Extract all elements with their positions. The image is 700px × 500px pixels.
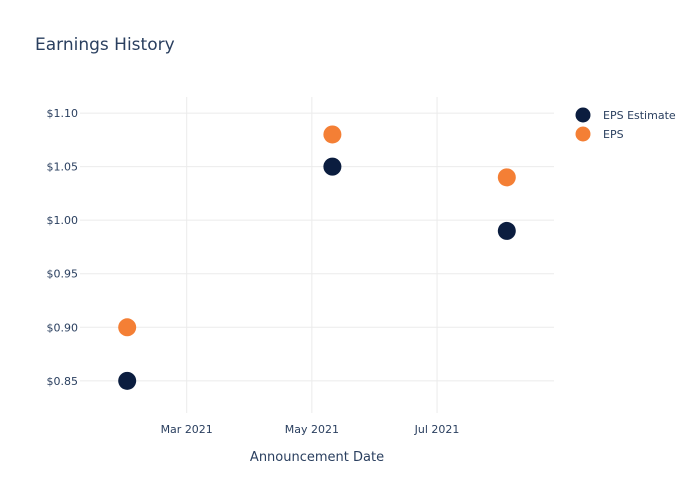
legend-marker bbox=[575, 107, 591, 123]
chart-title: Earnings History bbox=[35, 35, 175, 55]
x-tick-label: May 2021 bbox=[285, 423, 339, 436]
eps-estimate-point[interactable] bbox=[323, 157, 342, 176]
y-tick-label: $0.90 bbox=[47, 321, 79, 334]
eps-estimate-point[interactable] bbox=[497, 221, 516, 240]
y-tick-label: $1.05 bbox=[47, 161, 79, 174]
y-tick-label: $1.00 bbox=[47, 214, 79, 227]
legend-label: EPS Estimate bbox=[603, 109, 676, 122]
y-tick-label: $0.95 bbox=[47, 268, 79, 281]
eps-point[interactable] bbox=[323, 125, 342, 144]
y-axis-ticks: $0.85 $0.90 $0.95 $1.00 $1.05 $1.10 bbox=[47, 107, 79, 388]
x-tick-label: Mar 2021 bbox=[161, 423, 213, 436]
x-axis-ticks: Mar 2021 May 2021 Jul 2021 bbox=[161, 423, 460, 436]
legend-item-eps-estimate[interactable]: EPS Estimate bbox=[575, 107, 676, 123]
eps-estimate-point[interactable] bbox=[118, 371, 137, 390]
x-tick-label: Jul 2021 bbox=[414, 423, 460, 436]
y-tick-label: $0.85 bbox=[47, 375, 79, 388]
legend-label: EPS bbox=[603, 128, 624, 141]
y-tick-label: $1.10 bbox=[47, 107, 79, 120]
data-points[interactable] bbox=[118, 125, 516, 390]
legend-marker bbox=[575, 126, 591, 142]
grid-layer bbox=[80, 97, 554, 413]
eps-point[interactable] bbox=[118, 318, 137, 337]
x-axis-title: Announcement Date bbox=[250, 450, 384, 465]
legend[interactable]: EPS Estimate EPS bbox=[575, 107, 676, 142]
eps-point[interactable] bbox=[497, 168, 516, 187]
legend-item-eps[interactable]: EPS bbox=[575, 126, 624, 142]
